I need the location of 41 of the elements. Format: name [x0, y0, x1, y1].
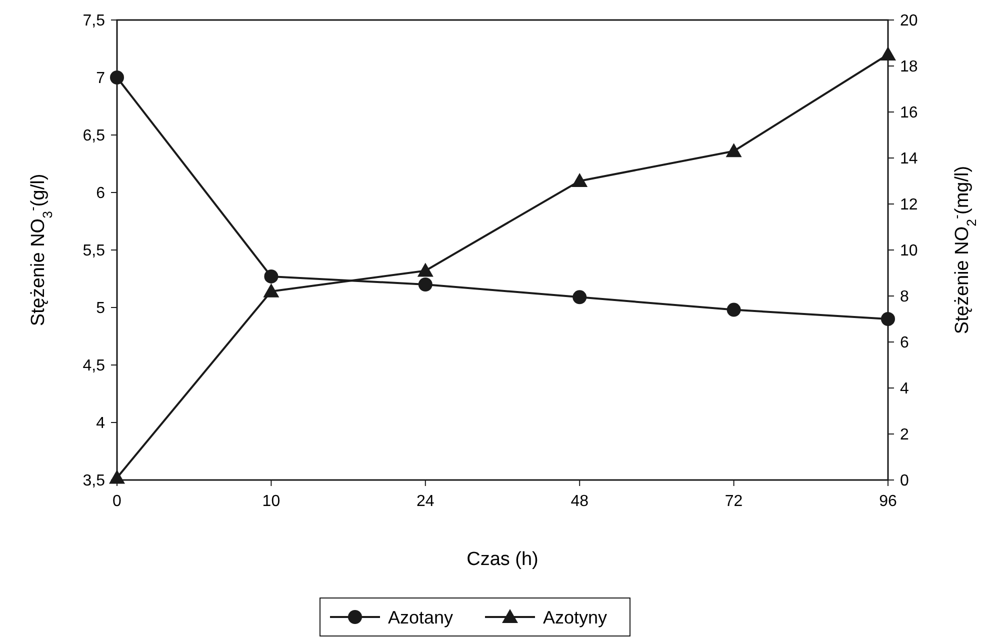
- point: [881, 312, 895, 326]
- y2-tick-label: 20: [900, 12, 918, 30]
- point: [264, 269, 278, 284]
- legend-label: Azotyny: [543, 607, 608, 628]
- y2-tick-label: 18: [900, 58, 918, 76]
- y-tick-label: 4,5: [82, 358, 106, 375]
- legend-label: Azotany: [388, 607, 454, 628]
- y-tick-label: 5: [96, 300, 106, 318]
- y-tick-label: 6,5: [82, 128, 106, 145]
- point: [109, 470, 125, 484]
- x-tick-label: 0: [112, 493, 122, 510]
- point: [880, 46, 896, 60]
- y2-tick-label: 4: [900, 380, 909, 398]
- x-axis-title: Czas (h): [466, 549, 538, 570]
- y-tick-label: 5,5: [82, 242, 106, 260]
- point: [263, 283, 280, 298]
- x-tick-label: 96: [879, 493, 897, 510]
- x-tick-label: 10: [262, 493, 280, 510]
- y2-tick-label: 0: [900, 472, 909, 490]
- point: [572, 290, 587, 304]
- y2-tick-label: 2: [900, 426, 909, 444]
- y2-tick-label: 6: [900, 334, 909, 352]
- point: [417, 262, 434, 277]
- y2-tick-label: 8: [900, 288, 909, 306]
- point: [572, 173, 588, 187]
- point: [110, 70, 124, 84]
- y-tick-label: 4: [96, 415, 106, 432]
- x-tick-label: 72: [724, 493, 743, 510]
- x-tick-label: 24: [416, 493, 434, 510]
- y-tick-label: 3,5: [82, 472, 106, 490]
- y2-tick-label: 16: [900, 104, 918, 122]
- x-tick-label: 48: [570, 493, 589, 510]
- y-tick-label: 6: [96, 185, 106, 202]
- y2-tick-label: 12: [900, 196, 918, 214]
- y2-tick-label: 10: [900, 242, 918, 260]
- point: [418, 278, 432, 292]
- y-tick-label: 7,5: [82, 12, 106, 30]
- point: [726, 302, 741, 317]
- point: [726, 143, 742, 158]
- y2-tick-label: 14: [900, 150, 918, 168]
- y-tick-label: 7: [96, 70, 106, 88]
